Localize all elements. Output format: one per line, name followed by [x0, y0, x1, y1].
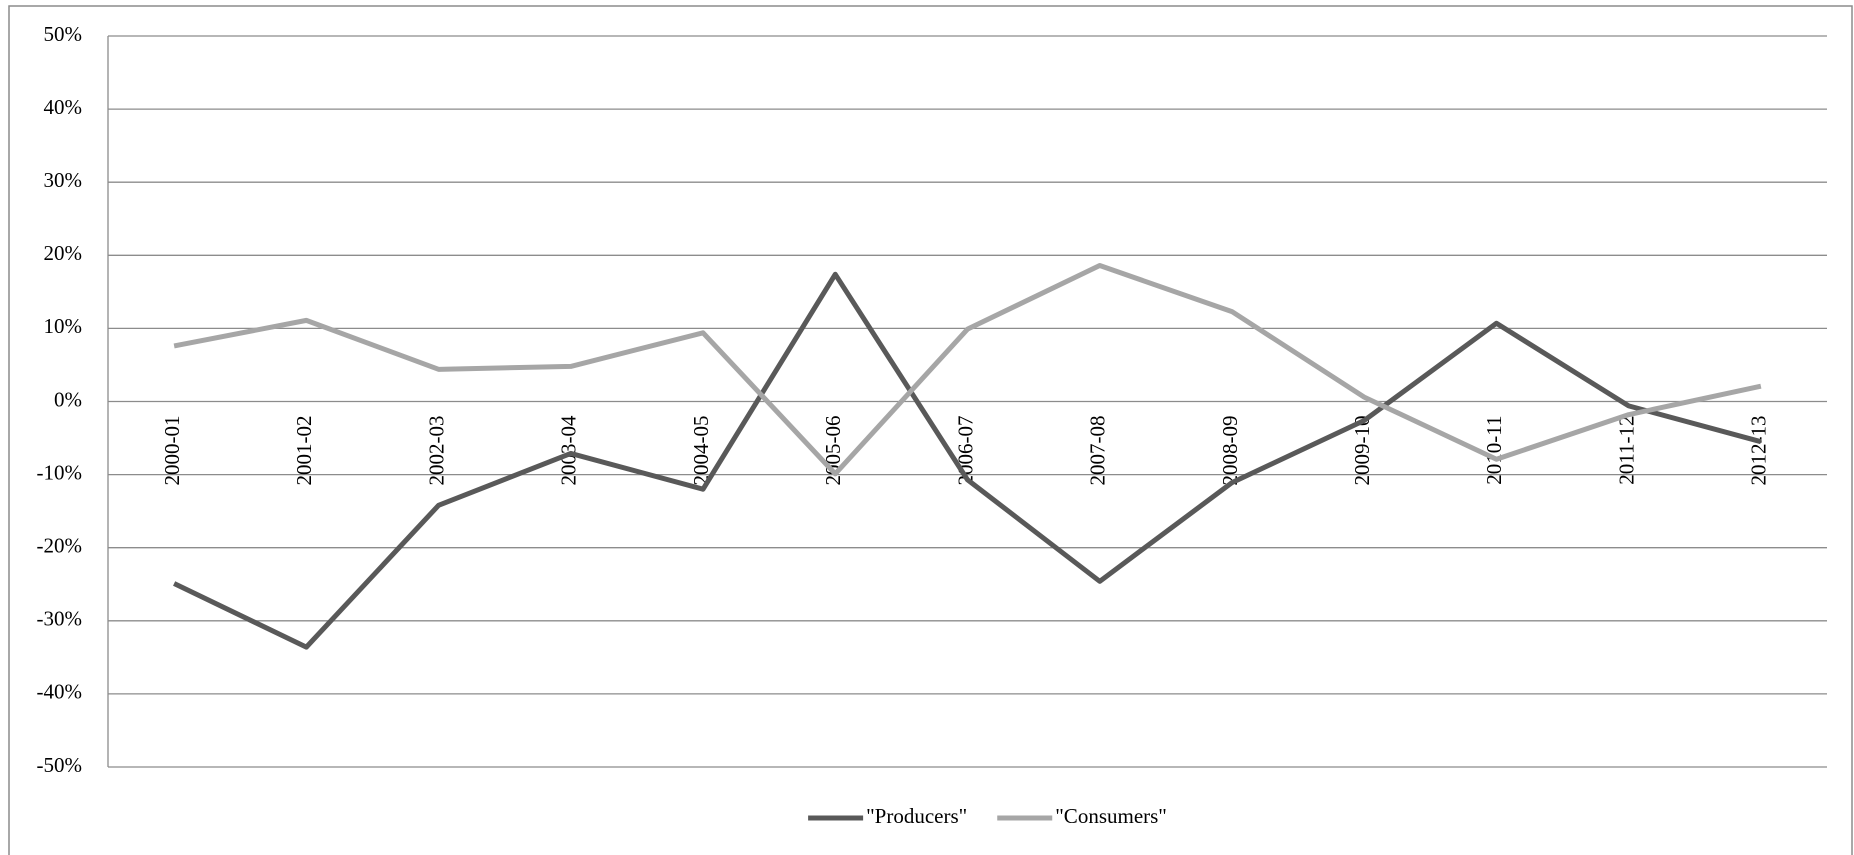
series-line	[173, 271, 1762, 650]
x-tick-label: 2002-03	[424, 416, 448, 486]
x-tick-label: 2011-12	[1614, 416, 1638, 485]
y-tick-label: -40%	[37, 680, 83, 704]
chart-border	[8, 5, 1853, 855]
y-tick-label: -10%	[37, 460, 83, 484]
legend-label: "Producers"	[866, 804, 967, 828]
legend-label: "Consumers"	[1055, 804, 1167, 828]
y-tick-label: -20%	[37, 534, 83, 558]
x-tick-label: 2004-05	[689, 416, 713, 486]
x-tick-label: 2007-08	[1086, 416, 1110, 486]
x-tick-label: 2008-09	[1218, 416, 1242, 486]
y-tick-label: 30%	[44, 168, 83, 192]
x-tick-label: 2001-02	[292, 416, 316, 486]
y-tick-label: 10%	[44, 314, 83, 338]
x-tick-label: 2010-11	[1482, 416, 1506, 485]
y-tick-label: 0%	[54, 387, 82, 411]
x-tick-label: 2012-13	[1747, 416, 1771, 486]
x-tick-label: 2003-04	[557, 415, 581, 485]
y-tick-label: -30%	[37, 607, 83, 631]
y-tick-label: -50%	[37, 753, 83, 777]
y-tick-label: 20%	[44, 241, 83, 265]
series-line	[173, 263, 1762, 477]
x-tick-label: 2000-01	[160, 416, 184, 486]
y-tick-label: 40%	[44, 95, 83, 119]
y-tick-label: 50%	[44, 22, 83, 46]
